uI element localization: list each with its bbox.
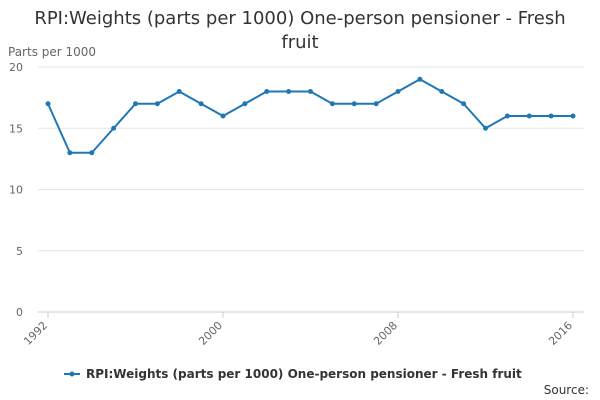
data-point[interactable] xyxy=(570,113,576,119)
y-tick-label: 15 xyxy=(9,122,23,135)
x-tick-label: 2000 xyxy=(196,319,225,348)
data-point[interactable] xyxy=(198,101,204,107)
series-layer xyxy=(45,76,576,156)
data-point[interactable] xyxy=(111,125,117,131)
data-point[interactable] xyxy=(504,113,510,119)
data-point[interactable] xyxy=(439,89,445,94)
source-label: Source: xyxy=(544,383,589,397)
legend[interactable]: RPI:Weights (parts per 1000) One-person … xyxy=(64,367,522,381)
data-point[interactable] xyxy=(308,89,313,94)
y-axis: 0 5 10 15 20 xyxy=(9,61,23,319)
data-point[interactable] xyxy=(220,113,226,119)
data-point[interactable] xyxy=(45,101,51,107)
data-point[interactable] xyxy=(286,89,292,94)
y-tick-label: 10 xyxy=(9,184,23,197)
data-point[interactable] xyxy=(67,150,73,156)
data-point[interactable] xyxy=(264,89,270,94)
x-axis: 1992 2000 2008 2016 xyxy=(21,312,575,348)
data-point[interactable] xyxy=(461,101,467,107)
x-tick-label: 2008 xyxy=(371,319,400,348)
chart-title: RPI:Weights (parts per 1000) One-person … xyxy=(34,8,566,53)
data-point[interactable] xyxy=(176,89,182,94)
data-point[interactable] xyxy=(483,125,488,131)
data-point[interactable] xyxy=(526,113,532,119)
x-tick-label: 1992 xyxy=(21,319,50,348)
data-point[interactable] xyxy=(154,101,160,107)
data-point[interactable] xyxy=(417,76,423,82)
y-tick-label: 20 xyxy=(9,61,23,74)
data-point[interactable] xyxy=(242,101,248,107)
y-axis-title: Parts per 1000 xyxy=(8,45,96,59)
data-point[interactable] xyxy=(395,89,401,94)
legend-symbol-marker xyxy=(69,371,75,377)
y-tick-label: 0 xyxy=(16,306,23,319)
data-point[interactable] xyxy=(133,101,138,107)
data-point[interactable] xyxy=(373,101,379,107)
x-tick-label: 2016 xyxy=(546,319,575,348)
grid-lines xyxy=(38,66,584,313)
y-tick-label: 5 xyxy=(16,245,23,258)
data-point[interactable] xyxy=(329,101,335,107)
data-point[interactable] xyxy=(89,150,95,156)
data-point[interactable] xyxy=(351,101,357,107)
data-point[interactable] xyxy=(548,113,554,119)
legend-item-label[interactable]: RPI:Weights (parts per 1000) One-person … xyxy=(86,367,522,381)
